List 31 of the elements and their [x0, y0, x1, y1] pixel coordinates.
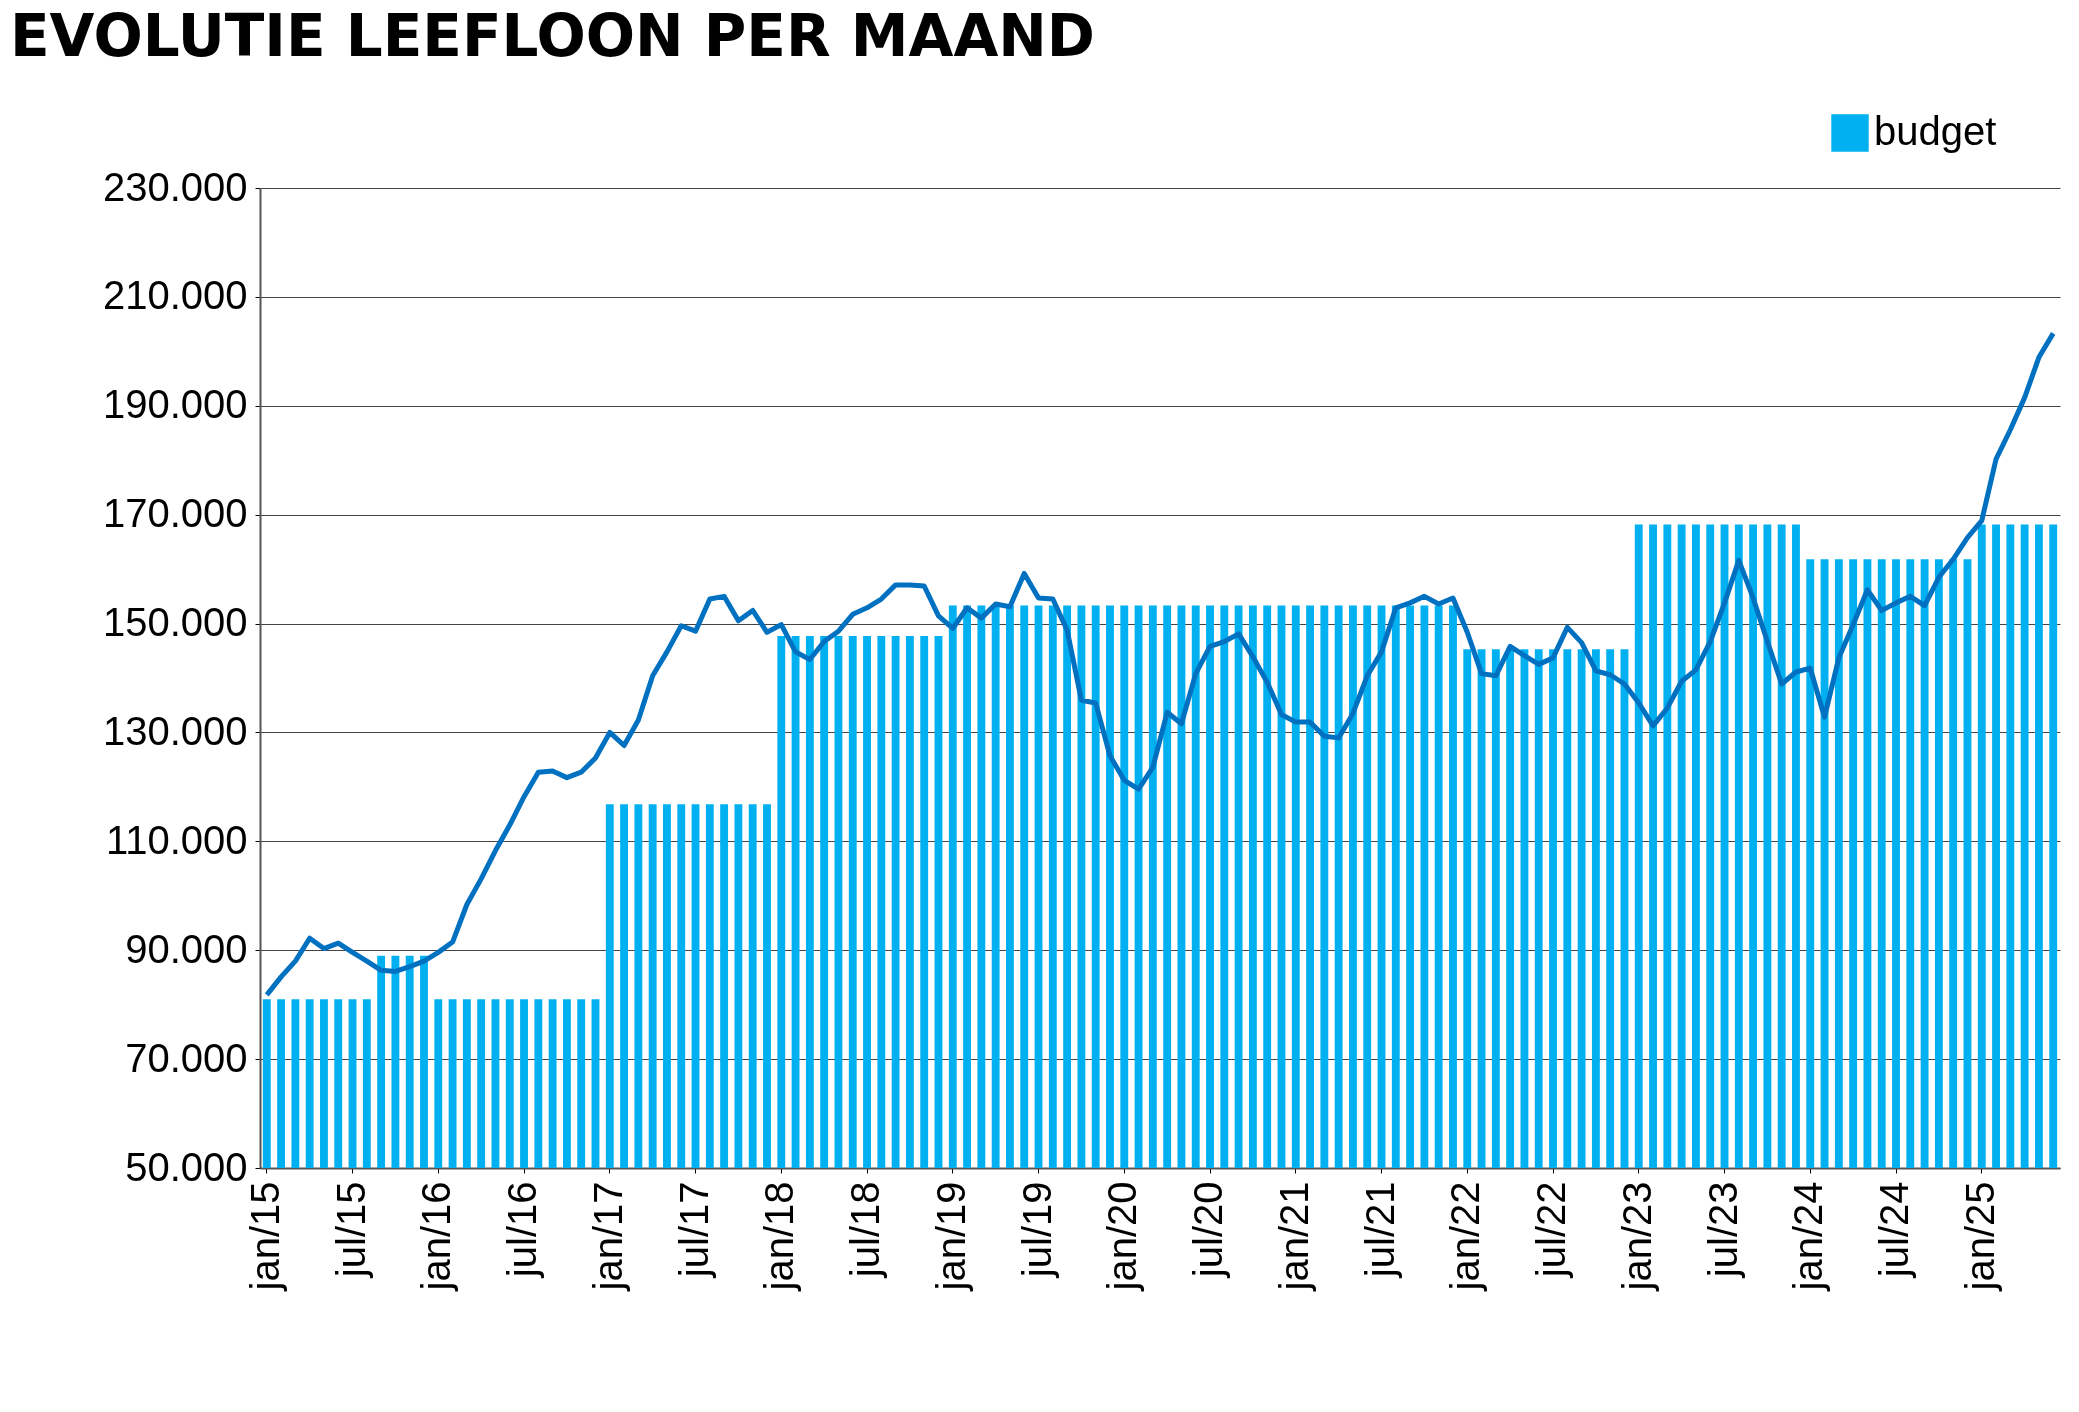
y-tick-label: 90.000: [125, 926, 248, 971]
x-tick-label: jan/18: [757, 1181, 802, 1292]
x-tick-label: jan/22: [1443, 1181, 1488, 1292]
y-tick-label: 190.000: [102, 382, 248, 427]
chart-title: EVOLUTIE LEEFLOON PER MAAND: [10, 2, 1095, 70]
x-tick-label: jul/23: [1700, 1181, 1745, 1279]
x-tick-label: jan/20: [1100, 1181, 1145, 1292]
x-tick-label: jan/25: [1957, 1181, 2002, 1292]
x-tick-label: jul/15: [328, 1181, 373, 1279]
x-tick-label: jul/24: [1872, 1181, 1917, 1279]
x-tick-label: jul/21: [1357, 1181, 1402, 1279]
x-tick-label: jul/20: [1186, 1181, 1231, 1279]
legend-label: budget: [1874, 109, 1997, 153]
x-tick-label: jul/17: [671, 1181, 716, 1279]
x-tick-label: jul/18: [843, 1181, 888, 1279]
y-tick-label: 130.000: [102, 708, 248, 753]
x-tick-label: jul/16: [500, 1181, 545, 1279]
x-tick-label: jan/21: [1271, 1181, 1316, 1292]
x-tick-label: jan/19: [928, 1181, 973, 1292]
x-tick-label: jul/19: [1014, 1181, 1059, 1279]
x-tick-label: jan/16: [414, 1181, 459, 1292]
x-tick-label: jan/23: [1614, 1181, 1659, 1292]
y-tick-label: 70.000: [125, 1035, 248, 1080]
y-tick-label: 230.000: [102, 164, 248, 209]
x-tick-label: jan/24: [1786, 1181, 1831, 1292]
y-tick-label: 110.000: [105, 817, 248, 862]
x-tick-label: jan/17: [585, 1181, 630, 1292]
y-tick-label: 170.000: [102, 491, 248, 536]
y-tick-label: 150.000: [102, 600, 248, 645]
x-tick-label: jul/22: [1529, 1181, 1574, 1279]
y-tick-label: 210.000: [102, 273, 248, 318]
